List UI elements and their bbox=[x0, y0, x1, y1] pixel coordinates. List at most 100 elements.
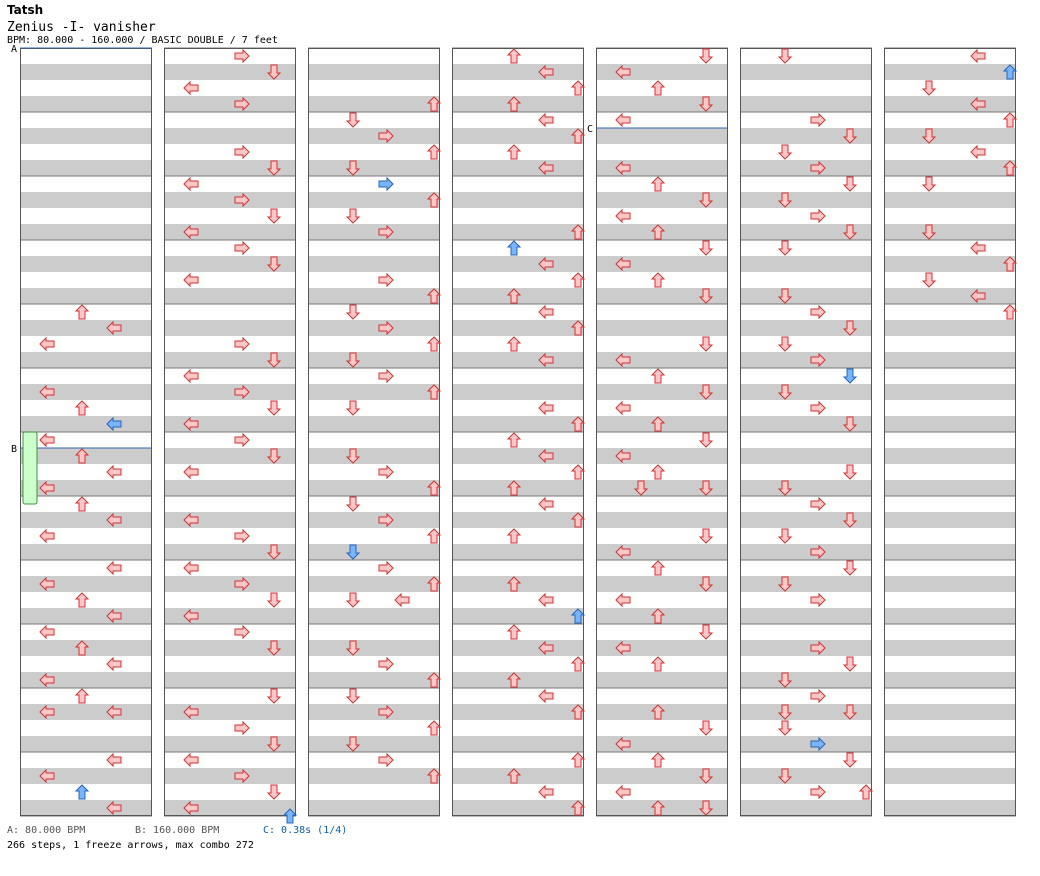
beat-stripe bbox=[308, 672, 440, 688]
arrow-step-icon bbox=[570, 656, 586, 672]
arrow-step-icon bbox=[378, 656, 394, 672]
beat-stripe bbox=[596, 768, 728, 784]
arrow-step-blue-icon bbox=[282, 808, 298, 824]
arrow-step-icon bbox=[426, 336, 442, 352]
beat-stripe bbox=[20, 224, 152, 240]
beat-stripe bbox=[20, 96, 152, 112]
beat-stripe bbox=[20, 416, 152, 432]
chart-panel bbox=[20, 47, 152, 817]
beat-stripe bbox=[308, 608, 440, 624]
beat-stripe bbox=[596, 192, 728, 208]
arrow-step-icon bbox=[106, 800, 122, 816]
arrow-step-icon bbox=[183, 416, 199, 432]
beat-stripe bbox=[740, 608, 872, 624]
beat-stripe bbox=[20, 192, 152, 208]
arrow-step-icon bbox=[106, 608, 122, 624]
arrow-step-icon bbox=[698, 480, 714, 496]
beat-stripe bbox=[164, 256, 296, 272]
beat-stripe bbox=[20, 384, 152, 400]
arrow-step-icon bbox=[183, 368, 199, 384]
arrow-step-icon bbox=[183, 224, 199, 240]
beat-stripe bbox=[164, 352, 296, 368]
beat-stripe bbox=[740, 512, 872, 528]
arrow-step-icon bbox=[777, 576, 793, 592]
legend-bpm-b: B: 160.000 BPM bbox=[135, 825, 220, 836]
arrow-step-icon bbox=[698, 336, 714, 352]
arrow-step-icon bbox=[698, 192, 714, 208]
arrow-step-icon bbox=[842, 464, 858, 480]
arrow-step-icon bbox=[345, 208, 361, 224]
beat-stripe bbox=[164, 224, 296, 240]
beat-stripe bbox=[596, 448, 728, 464]
beat-stripe bbox=[308, 800, 440, 816]
beat-stripe bbox=[596, 224, 728, 240]
arrow-step-icon bbox=[777, 192, 793, 208]
arrow-step-icon bbox=[378, 560, 394, 576]
beat-stripe bbox=[740, 480, 872, 496]
beat-stripe bbox=[596, 736, 728, 752]
arrow-step-icon bbox=[810, 688, 826, 704]
beat-stripe bbox=[884, 704, 1016, 720]
arrow-step-icon bbox=[1002, 256, 1018, 272]
arrow-step-icon bbox=[842, 176, 858, 192]
arrow-step-icon bbox=[650, 608, 666, 624]
arrow-step-icon bbox=[74, 688, 90, 704]
beat-stripe bbox=[596, 288, 728, 304]
beat-stripe bbox=[20, 128, 152, 144]
beat-stripe bbox=[164, 800, 296, 816]
arrow-step-icon bbox=[777, 480, 793, 496]
arrow-step-blue-icon bbox=[506, 240, 522, 256]
arrow-step-icon bbox=[426, 576, 442, 592]
arrow-step-icon bbox=[426, 96, 442, 112]
arrow-step-icon bbox=[74, 496, 90, 512]
beat-stripe bbox=[164, 448, 296, 464]
arrow-step-icon bbox=[345, 400, 361, 416]
panel-border bbox=[740, 48, 872, 816]
beat-stripe bbox=[452, 544, 584, 560]
beat-stripe bbox=[884, 640, 1016, 656]
beat-stripe bbox=[884, 416, 1016, 432]
arrow-step-icon bbox=[426, 672, 442, 688]
beat-stripe bbox=[20, 576, 152, 592]
arrow-step-icon bbox=[266, 640, 282, 656]
arrow-step-icon bbox=[426, 720, 442, 736]
arrow-step-icon bbox=[1002, 112, 1018, 128]
beat-stripe bbox=[20, 640, 152, 656]
beat-stripe bbox=[308, 192, 440, 208]
arrow-step-icon bbox=[970, 48, 986, 64]
arrow-step-icon bbox=[183, 512, 199, 528]
arrow-step-icon bbox=[39, 624, 55, 640]
arrow-step-icon bbox=[970, 240, 986, 256]
arrow-step-icon bbox=[650, 368, 666, 384]
arrow-step-icon bbox=[810, 352, 826, 368]
beat-stripe bbox=[452, 224, 584, 240]
beat-stripe bbox=[884, 512, 1016, 528]
beat-stripe bbox=[164, 480, 296, 496]
chart-panel bbox=[884, 47, 1016, 817]
song-title: Zenius -I- vanisher bbox=[7, 20, 156, 35]
arrow-step-icon bbox=[266, 160, 282, 176]
beat-stripe bbox=[884, 576, 1016, 592]
arrow-step-icon bbox=[506, 144, 522, 160]
beat-stripe bbox=[452, 96, 584, 112]
beat-stripe bbox=[308, 544, 440, 560]
arrow-step-icon bbox=[698, 288, 714, 304]
arrow-step-icon bbox=[506, 768, 522, 784]
legend-bpm-a: A: 80.000 BPM bbox=[7, 825, 86, 836]
artist-name: Tatsh bbox=[7, 3, 44, 17]
arrow-step-icon bbox=[970, 96, 986, 112]
arrow-step-blue-icon bbox=[74, 784, 90, 800]
beat-stripe bbox=[164, 768, 296, 784]
arrow-step-icon bbox=[570, 512, 586, 528]
arrow-step-icon bbox=[777, 336, 793, 352]
beat-stripe bbox=[164, 672, 296, 688]
arrow-step-icon bbox=[615, 784, 631, 800]
arrow-step-icon bbox=[777, 288, 793, 304]
arrow-step-icon bbox=[615, 256, 631, 272]
arrow-step-icon bbox=[106, 704, 122, 720]
arrow-step-icon bbox=[183, 80, 199, 96]
arrow-step-icon bbox=[698, 240, 714, 256]
arrow-step-icon bbox=[777, 528, 793, 544]
arrow-step-icon bbox=[266, 688, 282, 704]
beat-stripe bbox=[308, 96, 440, 112]
